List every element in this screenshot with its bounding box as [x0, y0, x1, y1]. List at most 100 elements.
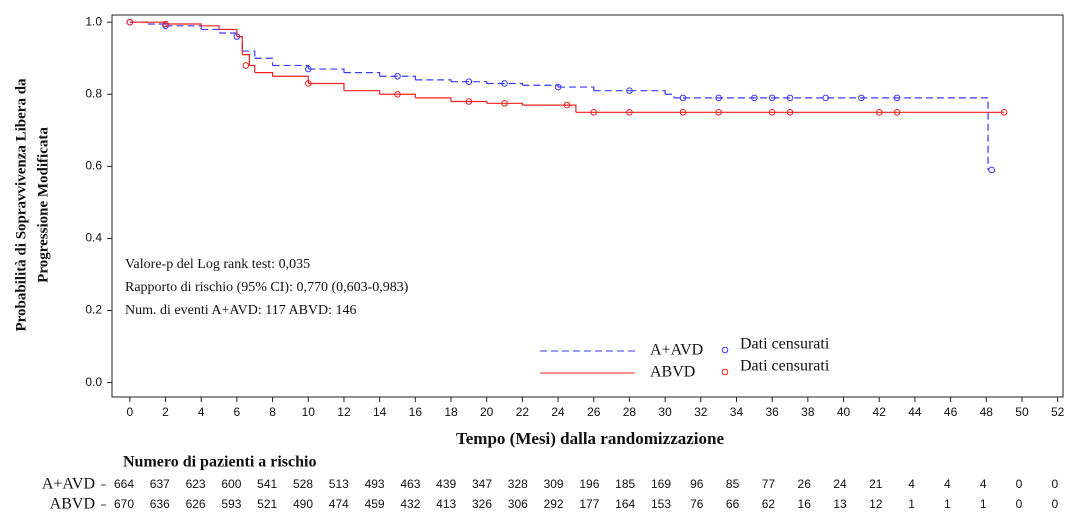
- risk-value: 513: [329, 477, 349, 491]
- x-tick-label: 8: [269, 405, 276, 419]
- survival-step: [665, 93, 675, 98]
- x-tick-label: 16: [409, 405, 423, 419]
- x-tick-label: 24: [551, 405, 565, 419]
- legend-censor: [721, 346, 729, 354]
- censor-mark: [626, 109, 633, 116]
- censor-mark: [563, 101, 571, 109]
- x-tick-label: 2: [162, 405, 169, 419]
- censor-mark: [465, 78, 473, 85]
- x-tick-label: 22: [516, 405, 530, 419]
- censor-mark: [465, 98, 473, 105]
- censor-mark: [822, 94, 829, 102]
- risk-value: 528: [293, 477, 313, 491]
- x-tick-label: 46: [944, 405, 958, 419]
- risk-value: 1: [980, 497, 987, 511]
- risk-value: 4: [944, 477, 951, 491]
- y-tick-label: 0.2: [85, 303, 102, 317]
- censor-mark: [768, 109, 776, 116]
- x-tick-label: 14: [373, 405, 387, 419]
- survival-step: [242, 54, 250, 66]
- x-tick-label: 38: [801, 405, 815, 419]
- risk-value: 0: [1016, 497, 1023, 511]
- risk-value: 326: [472, 497, 492, 511]
- risk-value: 637: [150, 477, 170, 491]
- legend-label: A+AVD: [650, 342, 703, 359]
- x-tick-label: 28: [623, 405, 637, 419]
- x-tick-label: 20: [480, 405, 494, 419]
- y-tick-label: 0.0: [85, 375, 102, 389]
- censor-mark: [893, 109, 901, 116]
- risk-value: 636: [150, 497, 170, 511]
- risk-value: 521: [257, 497, 277, 511]
- survival-step: [219, 28, 238, 37]
- risk-value: 600: [221, 477, 241, 491]
- survival-step: [308, 82, 345, 91]
- censor-mark: [858, 94, 865, 102]
- survival-step: [343, 90, 381, 95]
- survival-step: [165, 23, 202, 26]
- risk-value: 463: [400, 477, 420, 491]
- annotation: Num. di eventi A+AVD: 117 ABVD: 146: [125, 303, 357, 318]
- survival-step: [254, 57, 274, 66]
- risk-value: 459: [365, 497, 385, 511]
- risk-value: 347: [472, 477, 492, 491]
- censor-mark: [679, 109, 687, 116]
- censor-mark: [162, 20, 169, 28]
- risk-value: 670: [114, 497, 134, 511]
- survival-step: [379, 75, 416, 80]
- legend-censor-label: Dati censurati: [740, 358, 830, 375]
- risk-value: 77: [762, 477, 776, 491]
- risk-value: 0: [1051, 477, 1058, 491]
- x-tick-label: 44: [908, 405, 922, 419]
- y-tick-label: 0.6: [85, 159, 102, 173]
- risk-value: 623: [186, 477, 206, 491]
- survival-step: [486, 82, 523, 86]
- censor-mark: [394, 90, 401, 98]
- risk-value: 474: [329, 497, 349, 511]
- censor-mark: [893, 94, 901, 102]
- censor-mark: [626, 87, 633, 94]
- risk-value: 185: [615, 477, 635, 491]
- x-axis-label: Tempo (Mesi) dalla randomizzazione: [456, 429, 724, 448]
- censor-mark: [988, 166, 995, 174]
- y-tick-label: 0.4: [85, 231, 102, 245]
- risk-value: 196: [579, 477, 599, 491]
- survival-step: [522, 84, 559, 88]
- risk-value: 26: [798, 477, 812, 491]
- risk-value: 432: [400, 497, 420, 511]
- censor-mark: [786, 94, 794, 102]
- censor-mark: [304, 80, 312, 87]
- risk-value: 626: [186, 497, 206, 511]
- risk-value: 16: [798, 497, 812, 511]
- legend-censor: [721, 368, 729, 376]
- x-tick-label: 34: [730, 405, 744, 419]
- censor-mark: [394, 72, 401, 80]
- risk-value: 76: [690, 497, 704, 511]
- censor-mark: [875, 109, 883, 116]
- survival-step: [201, 28, 220, 34]
- survival-step: [129, 21, 167, 25]
- censor-mark: [786, 109, 794, 116]
- risk-value: 306: [508, 497, 528, 511]
- risk-value: 664: [114, 477, 134, 491]
- survival-step: [914, 97, 989, 170]
- risk-value: 12: [869, 497, 883, 511]
- x-tick-label: 4: [198, 405, 205, 419]
- survival-step: [379, 93, 416, 98]
- risk-value: 4: [980, 477, 987, 491]
- censor-mark: [554, 83, 562, 91]
- y-tick-label: 0.8: [85, 86, 102, 100]
- censor-mark: [501, 80, 508, 87]
- risk-value: 164: [615, 497, 635, 511]
- censor-mark: [751, 94, 758, 102]
- survival-step: [415, 79, 452, 82]
- x-tick-label: 12: [337, 405, 351, 419]
- y-axis-label: Progressione Modificata: [35, 127, 51, 283]
- survival-step: [451, 100, 488, 104]
- survival-step: [272, 64, 309, 70]
- risk-value: 328: [508, 477, 528, 491]
- x-tick-label: 52: [1051, 405, 1065, 419]
- survival-step: [236, 36, 243, 55]
- risk-value: 13: [833, 497, 847, 511]
